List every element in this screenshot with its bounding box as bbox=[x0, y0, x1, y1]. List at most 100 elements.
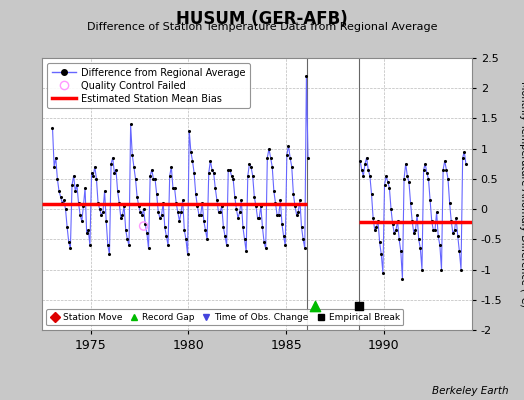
Point bbox=[294, 209, 302, 215]
Point bbox=[356, 158, 364, 164]
Point bbox=[258, 224, 267, 230]
Point bbox=[266, 154, 275, 161]
Point bbox=[156, 215, 164, 221]
Point bbox=[149, 176, 158, 182]
Point bbox=[301, 245, 309, 252]
Point bbox=[63, 224, 71, 230]
Point bbox=[268, 164, 277, 170]
Point bbox=[126, 121, 135, 128]
Point bbox=[123, 236, 132, 242]
Point bbox=[203, 236, 211, 242]
Point bbox=[122, 227, 130, 234]
Point bbox=[224, 167, 233, 173]
Point bbox=[204, 170, 213, 176]
Point bbox=[143, 230, 151, 236]
Point bbox=[216, 209, 224, 215]
Point bbox=[71, 188, 80, 194]
Point bbox=[210, 170, 218, 176]
Point bbox=[200, 218, 208, 224]
Point bbox=[403, 173, 411, 179]
Point bbox=[48, 124, 57, 131]
Point bbox=[265, 146, 273, 152]
Point bbox=[180, 227, 189, 234]
Point bbox=[167, 164, 176, 170]
Point bbox=[296, 197, 304, 203]
Point bbox=[379, 269, 387, 276]
Point bbox=[245, 160, 254, 167]
Point bbox=[363, 154, 371, 161]
Point bbox=[257, 203, 265, 209]
Point bbox=[410, 230, 418, 236]
Point bbox=[86, 242, 94, 248]
Point bbox=[223, 242, 231, 248]
Point bbox=[398, 276, 407, 282]
Point bbox=[120, 203, 128, 209]
Point bbox=[227, 173, 236, 179]
Point bbox=[60, 197, 68, 203]
Point bbox=[408, 218, 417, 224]
Point bbox=[187, 148, 195, 155]
Point bbox=[117, 215, 125, 221]
Point bbox=[423, 170, 431, 176]
Point bbox=[282, 152, 291, 158]
Point bbox=[438, 266, 446, 273]
Point bbox=[455, 248, 464, 255]
Point bbox=[68, 182, 76, 188]
Point bbox=[384, 179, 392, 185]
Point bbox=[162, 233, 171, 240]
Point bbox=[166, 173, 174, 179]
Point bbox=[92, 176, 101, 182]
Point bbox=[64, 239, 73, 246]
Point bbox=[161, 224, 169, 230]
Point bbox=[439, 167, 447, 173]
Point bbox=[252, 203, 260, 209]
Point bbox=[416, 245, 424, 252]
Point bbox=[247, 164, 255, 170]
Point bbox=[460, 148, 468, 155]
Point bbox=[91, 164, 99, 170]
Point bbox=[82, 230, 91, 236]
Text: HUSUM (GER-AFB): HUSUM (GER-AFB) bbox=[176, 10, 348, 28]
Point bbox=[190, 170, 198, 176]
Point bbox=[359, 173, 367, 179]
Point bbox=[270, 188, 278, 194]
Point bbox=[66, 245, 74, 252]
Point bbox=[55, 188, 63, 194]
Point bbox=[132, 176, 140, 182]
Point bbox=[183, 251, 192, 258]
Point bbox=[151, 176, 159, 182]
Point bbox=[447, 218, 455, 224]
Point bbox=[395, 236, 403, 242]
Point bbox=[462, 160, 470, 167]
Point bbox=[235, 209, 244, 215]
Point bbox=[170, 185, 179, 191]
Point bbox=[198, 200, 206, 206]
Point bbox=[390, 230, 398, 236]
Point bbox=[51, 154, 60, 161]
Point bbox=[260, 239, 268, 246]
Point bbox=[97, 212, 105, 218]
Point bbox=[289, 191, 298, 197]
Point bbox=[432, 209, 441, 215]
Point bbox=[418, 266, 426, 273]
Point bbox=[426, 197, 434, 203]
Point bbox=[452, 215, 460, 221]
Point bbox=[397, 248, 405, 255]
Point bbox=[372, 224, 380, 230]
Point bbox=[297, 224, 305, 230]
Point bbox=[88, 170, 96, 176]
Point bbox=[182, 236, 190, 242]
Point bbox=[237, 197, 245, 203]
Text: Difference of Station Temperature Data from Regional Average: Difference of Station Temperature Data f… bbox=[87, 22, 437, 32]
Point bbox=[263, 154, 271, 161]
Point bbox=[248, 173, 257, 179]
Point bbox=[164, 242, 172, 248]
Point bbox=[231, 194, 239, 200]
Point bbox=[102, 218, 111, 224]
Point bbox=[285, 142, 293, 149]
Point bbox=[148, 167, 156, 173]
Point bbox=[232, 206, 241, 212]
Point bbox=[429, 227, 438, 234]
Point bbox=[128, 152, 136, 158]
Point bbox=[193, 203, 202, 209]
